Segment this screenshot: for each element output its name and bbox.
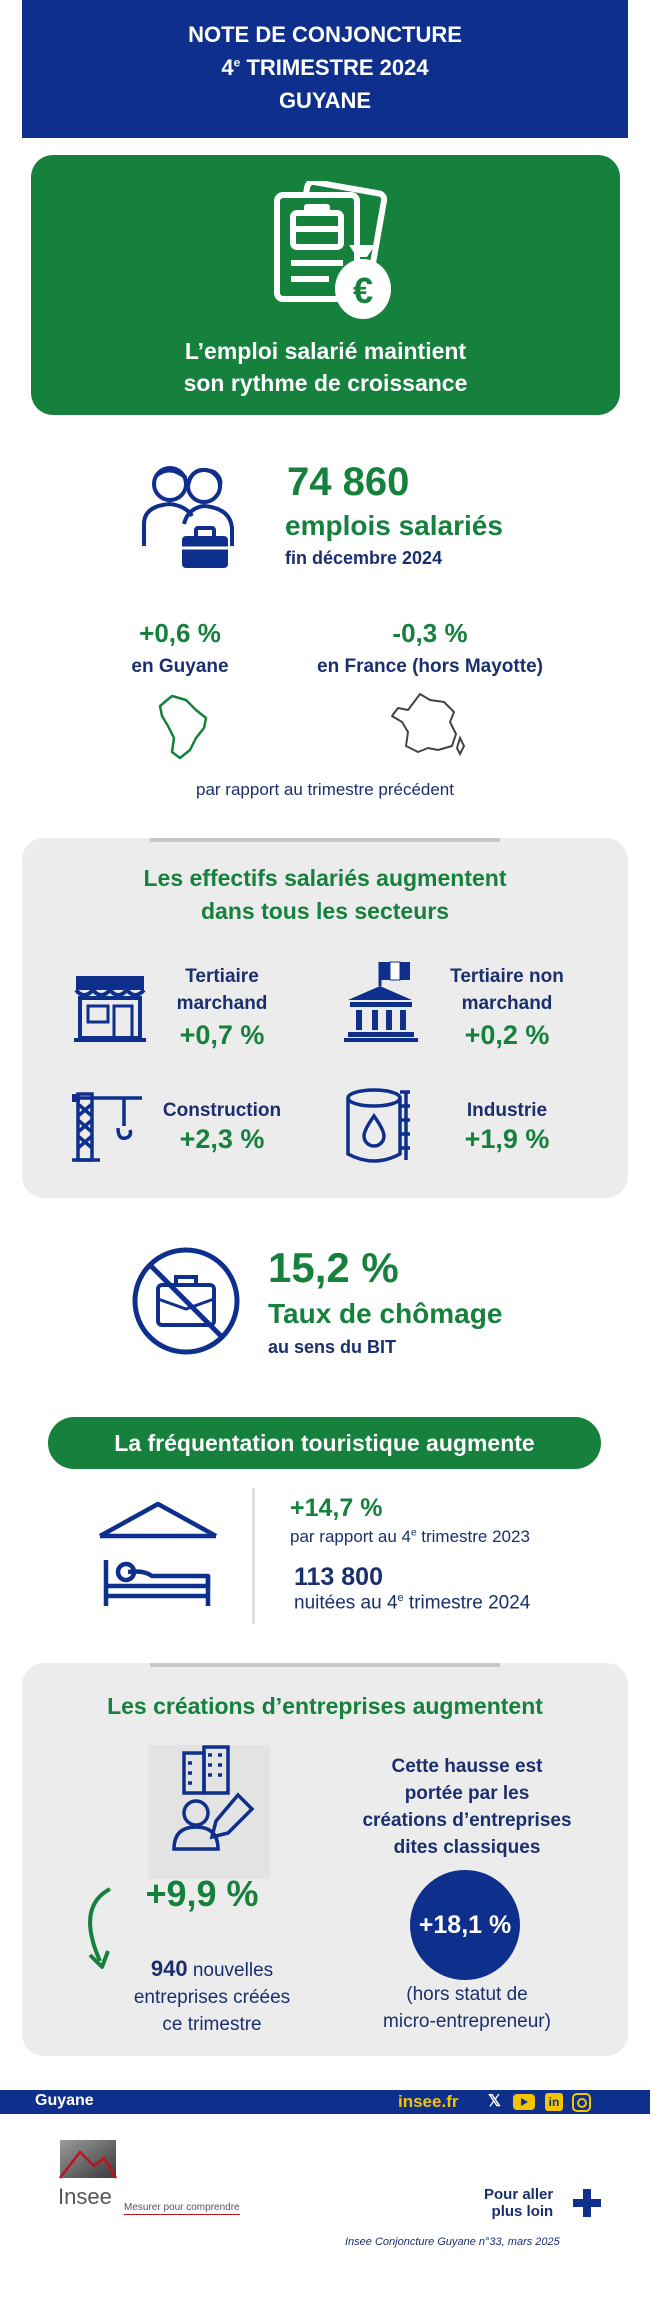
sector-change: +2,3 % bbox=[179, 1124, 265, 1154]
companies-count: 940 bbox=[150, 1956, 188, 1981]
insee-tagline: Mesurer pour comprendre bbox=[124, 2202, 240, 2215]
sector-change: +1,9 % bbox=[464, 1124, 550, 1154]
france-label: en France (hors Mayotte) bbox=[317, 656, 543, 677]
entrepreneur-icon bbox=[148, 1745, 270, 1879]
tourism-banner: La fréquentation touristique augmente bbox=[48, 1417, 601, 1469]
insee-link[interactable]: insee.fr bbox=[398, 2092, 459, 2111]
instagram-icon[interactable] bbox=[572, 2093, 591, 2112]
header-title: NOTE DE CONJONCTURE bbox=[188, 22, 462, 47]
header-region: GUYANE bbox=[278, 88, 372, 113]
companies-count-block: 940 nouvelles entreprises créées ce trim… bbox=[133, 1956, 291, 2035]
curved-arrow-icon bbox=[88, 1887, 112, 1969]
sector-label: Tertiaire non marchand bbox=[450, 966, 564, 1014]
employees-icon bbox=[142, 466, 234, 568]
sectors-panel: Les effectifs salariés augmentent dans t… bbox=[22, 838, 628, 1198]
companies-panel: Les créations d’entreprises augmentent +… bbox=[22, 1663, 628, 2056]
public-building-icon bbox=[344, 961, 418, 1042]
companies-title: Les créations d’entreprises augmentent bbox=[107, 1693, 543, 1719]
tourism-change: +14,7 % bbox=[290, 1494, 383, 1522]
companies-change: +9,9 % bbox=[145, 1873, 259, 1914]
sectors-title: Les effectifs salariés augmentent dans t… bbox=[143, 865, 507, 924]
x-social-icon[interactable]: 𝕏 bbox=[488, 2093, 501, 2110]
hotel-bed-icon bbox=[98, 1501, 218, 1606]
guyane-label: en Guyane bbox=[131, 656, 229, 677]
tourism-nights-value: 113 800 bbox=[294, 1563, 383, 1591]
hero-card: € L’emploi salarié maintient son rythme … bbox=[31, 155, 620, 415]
more-info-link[interactable]: Pour aller plus loin bbox=[484, 2186, 554, 2220]
insee-logo-text: Insee bbox=[58, 2184, 112, 2209]
comparison-note: par rapport au trimestre précédent bbox=[196, 780, 454, 799]
crane-icon bbox=[72, 1092, 142, 1162]
footer-bar: Guyane insee.fr 𝕏 in bbox=[0, 2090, 650, 2114]
guyane-map-icon bbox=[158, 694, 208, 760]
tourism-change-label: par rapport au 4e trimestre 2023 bbox=[290, 1527, 530, 1546]
svg-text:€: € bbox=[353, 270, 373, 311]
plus-icon[interactable] bbox=[572, 2188, 602, 2218]
classic-change-badge: +18,1 % bbox=[410, 1870, 520, 1980]
companies-note: Cette hausse est portée par les création… bbox=[362, 1756, 572, 1858]
header-quarter: 4e TRIMESTRE 2024 bbox=[221, 55, 429, 80]
panel-divider bbox=[150, 1663, 500, 1667]
france-map-icon bbox=[391, 693, 466, 757]
france-change: -0,3 % bbox=[392, 618, 468, 648]
no-briefcase-icon bbox=[132, 1247, 240, 1355]
sector-label: Construction bbox=[162, 1100, 282, 1121]
insee-logo-icon bbox=[59, 2140, 118, 2179]
header-banner: NOTE DE CONJONCTURE 4e TRIMESTRE 2024 GU… bbox=[22, 0, 628, 138]
panel-divider bbox=[150, 838, 500, 842]
sector-label: Industrie bbox=[466, 1100, 548, 1121]
sector-change: +0,7 % bbox=[179, 1020, 265, 1050]
tourism-divider bbox=[252, 1488, 255, 1624]
unemployment-sublabel: au sens du BIT bbox=[268, 1337, 397, 1357]
publication-citation: Insee Conjoncture Guyane n°33, mars 2025 bbox=[345, 2236, 560, 2248]
guyane-change: +0,6 % bbox=[139, 618, 221, 648]
unemployment-label: Taux de chômage bbox=[268, 1298, 503, 1329]
tourism-nights-label: nuitées au 4e trimestre 2024 bbox=[294, 1592, 531, 1614]
sector-change: +0,2 % bbox=[464, 1020, 550, 1050]
hero-title: L’emploi salarié maintient son rythme de… bbox=[183, 338, 468, 396]
employment-value: 74 860 bbox=[287, 460, 410, 504]
employment-label: emplois salariés bbox=[285, 510, 503, 541]
documents-money-icon: € bbox=[274, 181, 391, 319]
unemployment-value: 15,2 % bbox=[268, 1244, 399, 1291]
youtube-icon[interactable] bbox=[513, 2094, 535, 2110]
classic-note: (hors statut de micro-entrepreneur) bbox=[383, 1984, 551, 2032]
shop-icon bbox=[74, 976, 146, 1042]
sector-label: Tertiaire marchand bbox=[176, 966, 268, 1014]
employment-date: fin décembre 2024 bbox=[285, 548, 443, 568]
footer-region: Guyane bbox=[35, 2092, 94, 2109]
linkedin-icon[interactable]: in bbox=[545, 2093, 563, 2111]
oil-tank-icon bbox=[346, 1088, 410, 1163]
